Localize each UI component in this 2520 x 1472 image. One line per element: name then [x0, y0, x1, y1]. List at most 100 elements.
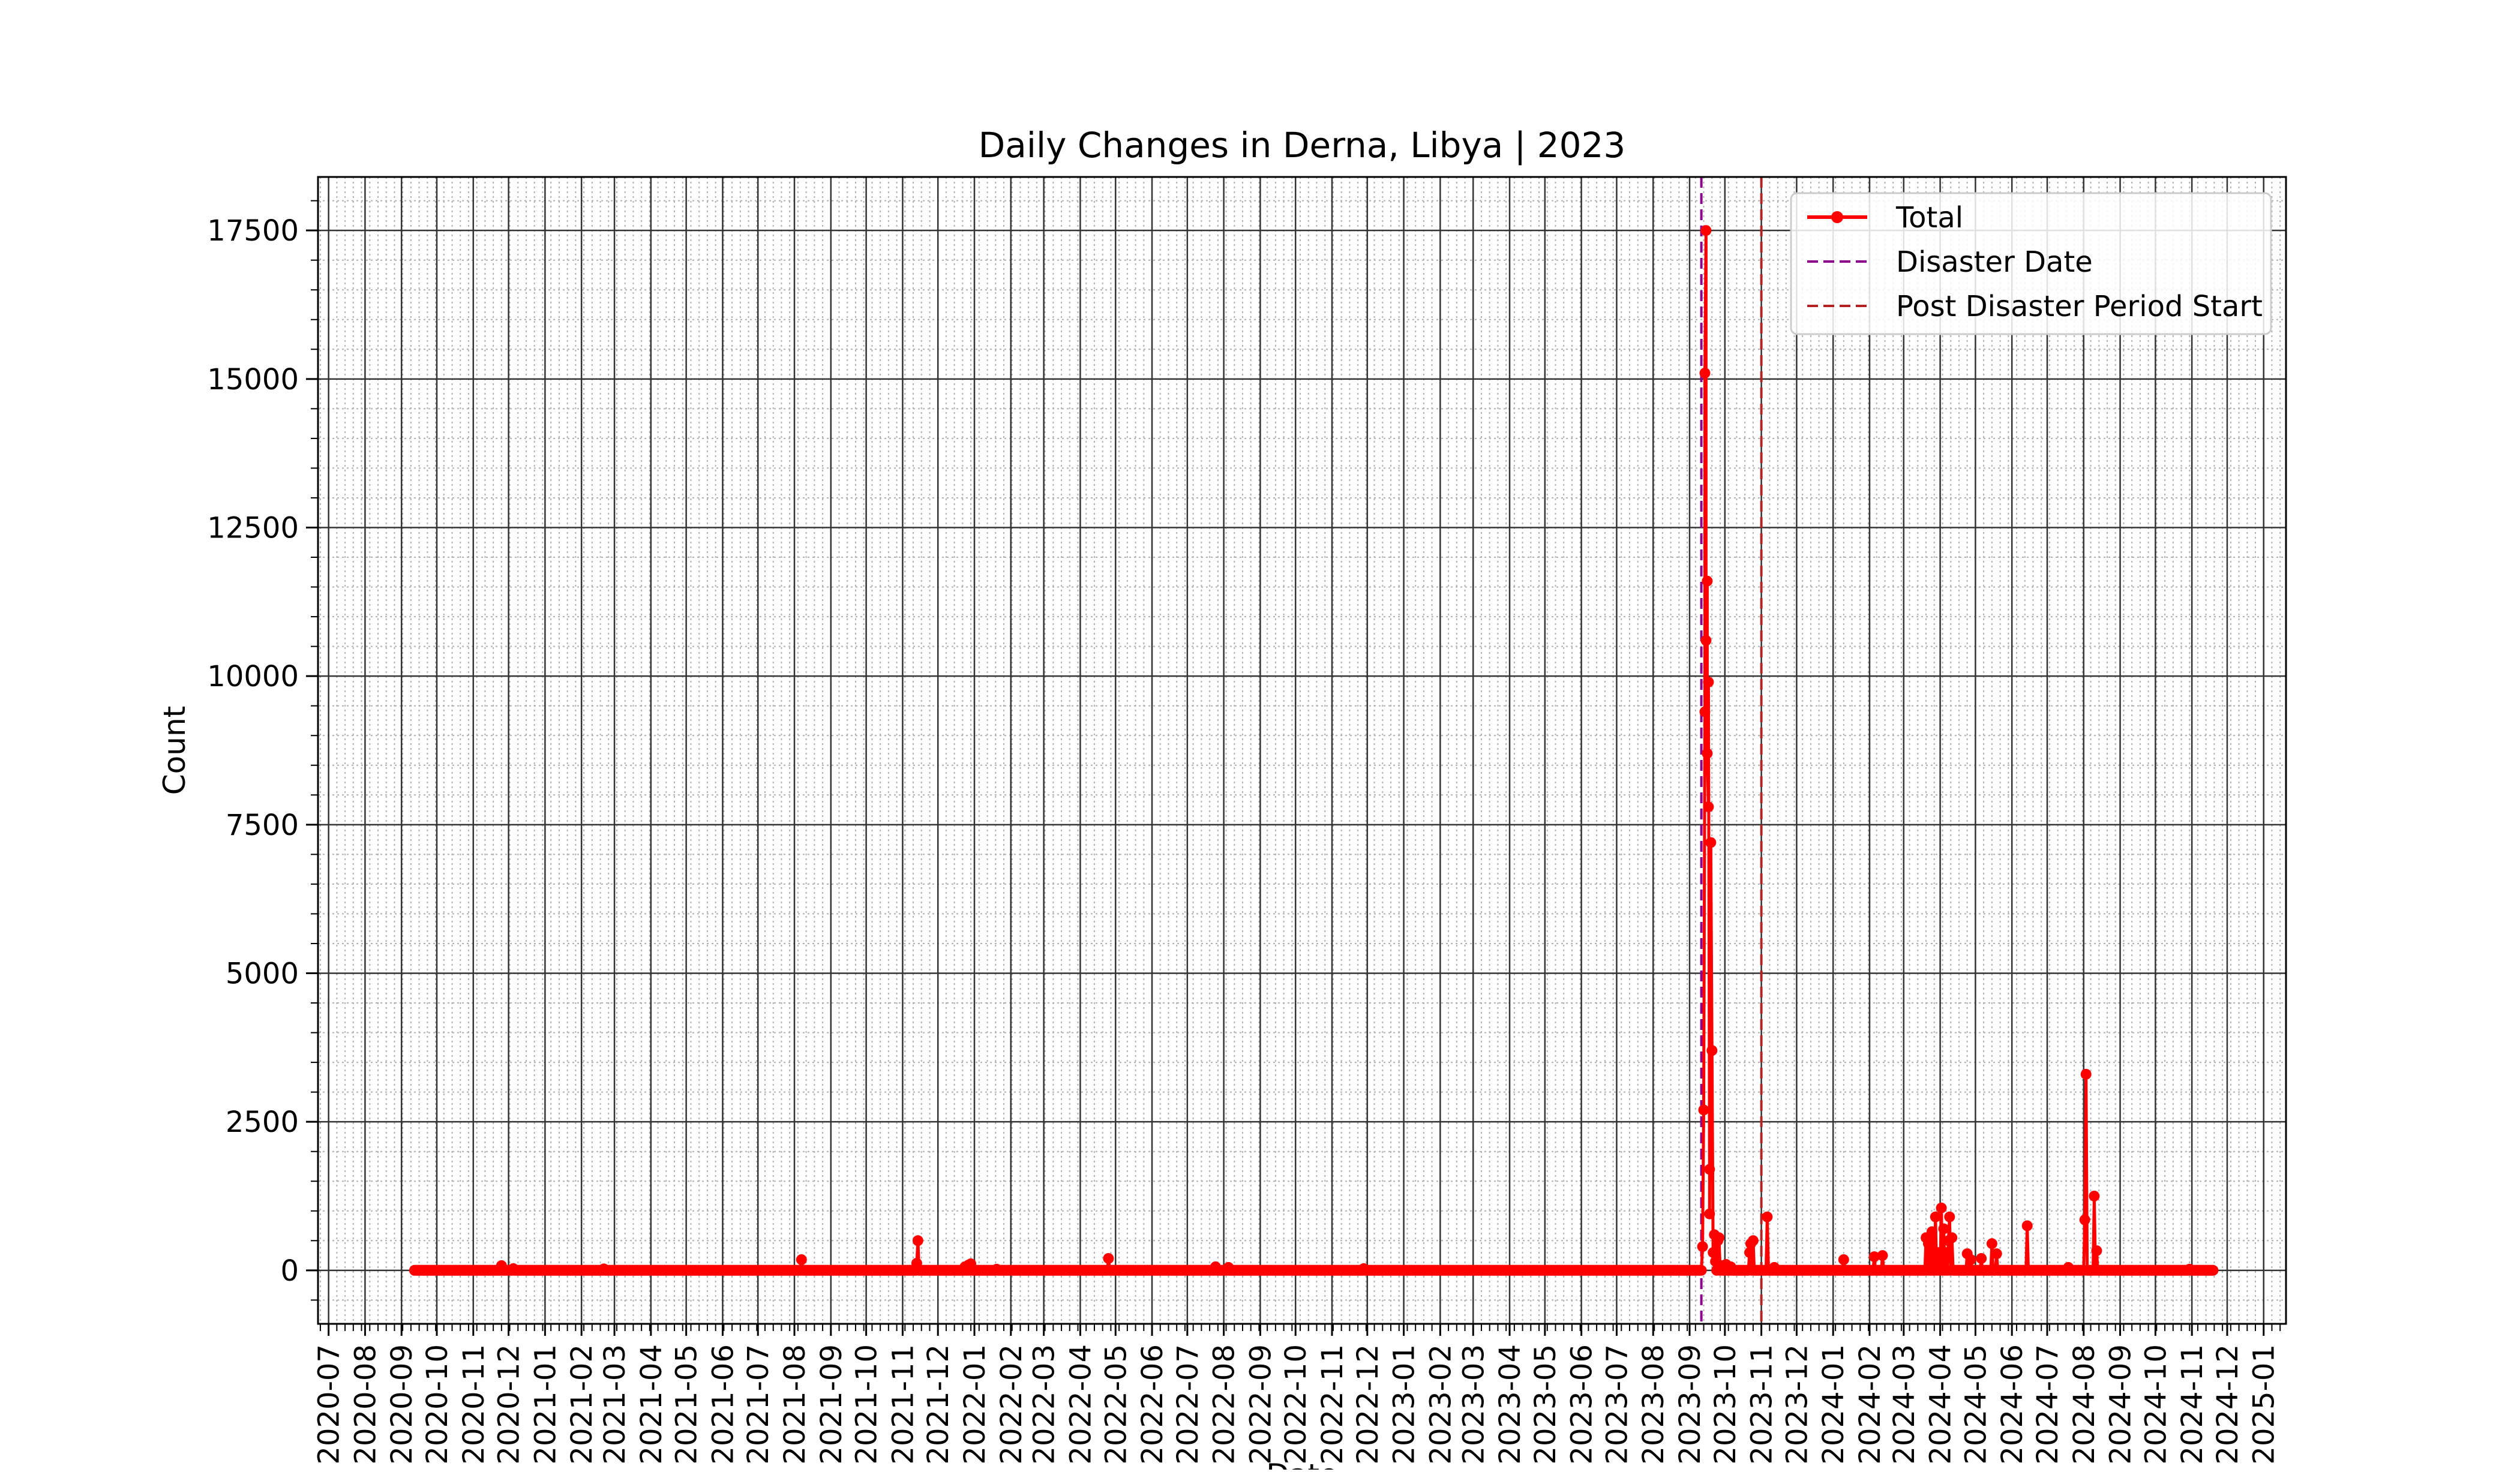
x-tick-label: 2022-03	[1028, 1344, 1061, 1465]
x-tick-label: 2024-11	[2176, 1344, 2209, 1465]
x-tick-label: 2023-05	[1529, 1344, 1562, 1465]
legend: Total Disaster Date Post Disaster Period S…	[1790, 192, 2272, 335]
data-point	[1700, 225, 1712, 236]
x-tick-label: 2023-11	[1745, 1344, 1779, 1465]
y-tick-label: 5000	[226, 957, 299, 991]
data-point	[1703, 677, 1714, 688]
x-tick-label: 2020-09	[385, 1344, 419, 1465]
data-point	[1699, 706, 1711, 717]
data-point	[1930, 1211, 1941, 1222]
legend-box	[1790, 192, 2272, 335]
data-point	[1936, 1202, 1947, 1213]
data-point	[1946, 1232, 1958, 1243]
series-layer	[409, 225, 2219, 1276]
data-point	[2079, 1214, 2090, 1225]
data-point	[1702, 748, 1713, 759]
data-point	[1706, 1045, 1718, 1056]
data-point	[1838, 1254, 1849, 1265]
x-tick-label: 2024-12	[2211, 1344, 2245, 1465]
y-axis-label: Count	[157, 706, 192, 795]
x-tick-label: 2020-08	[349, 1344, 382, 1465]
x-tick-label: 2022-02	[995, 1344, 1028, 1465]
data-point	[2207, 1264, 2219, 1276]
y-tick-label: 12500	[207, 511, 299, 545]
data-point	[1703, 801, 1714, 813]
x-tick-label: 2021-12	[922, 1344, 955, 1465]
data-point	[1708, 1247, 1719, 1258]
data-point	[1103, 1253, 1114, 1264]
data-point	[1747, 1235, 1759, 1246]
x-tick-label: 2022-10	[1279, 1344, 1313, 1465]
data-point	[2080, 1068, 2092, 1080]
x-tick-label: 2020-07	[313, 1344, 346, 1465]
data-point	[2021, 1220, 2033, 1231]
x-tick-label: 2024-05	[1959, 1344, 1993, 1465]
x-tick-label: 2022-12	[1351, 1344, 1385, 1465]
data-point	[1944, 1211, 1955, 1222]
x-tick-label: 2021-07	[742, 1344, 775, 1465]
x-tick-label: 2024-04	[1924, 1344, 1958, 1465]
x-tick-label: 2022-05	[1099, 1344, 1133, 1465]
x-axis: 2020-07 2020-08 2020-09 2020-10 2020-11 2020-…	[313, 1324, 2281, 1465]
data-point	[912, 1235, 923, 1246]
data-point	[2089, 1191, 2100, 1201]
data-point	[796, 1254, 807, 1265]
x-tick-label: 2023-08	[1637, 1344, 1670, 1465]
x-tick-label: 2022-07	[1171, 1344, 1205, 1465]
x-tick-label: 2024-06	[1996, 1344, 2029, 1465]
x-tick-label: 2021-08	[778, 1344, 812, 1465]
data-point	[1705, 837, 1717, 848]
x-tick-label: 2021-06	[706, 1344, 740, 1465]
minor-grid	[318, 177, 2286, 1324]
x-tick-label: 2023-06	[1565, 1344, 1599, 1465]
data-point	[1868, 1251, 1880, 1263]
x-tick-label: 2024-02	[1853, 1344, 1887, 1465]
x-tick-label: 2021-05	[670, 1344, 704, 1465]
data-point	[1714, 1232, 1724, 1243]
x-tick-label: 2023-01	[1388, 1344, 1421, 1465]
data-point	[1965, 1254, 1976, 1265]
x-tick-label: 2021-10	[850, 1344, 884, 1465]
x-tick-label: 2021-11	[886, 1344, 920, 1465]
data-point	[1697, 1241, 1708, 1252]
x-tick-label: 2021-04	[635, 1344, 668, 1465]
x-tick-label: 2024-09	[2104, 1344, 2138, 1465]
data-point	[2091, 1245, 2102, 1257]
x-tick-label: 2020-10	[421, 1344, 454, 1465]
data-point	[1926, 1226, 1937, 1237]
data-point	[1744, 1247, 1755, 1258]
legend-label: Total	[1895, 201, 1963, 235]
y-axis: 0 2500 5000 7500 10000 12500 15000 17500	[207, 200, 318, 1301]
data-point	[1991, 1248, 2002, 1260]
x-tick-label: 2022-01	[958, 1344, 992, 1465]
y-tick-label: 0	[280, 1254, 299, 1288]
data-point	[1704, 1208, 1715, 1219]
data-point	[1702, 575, 1713, 587]
chart-title: Daily Changes in Derna, Libya | 2023	[979, 125, 1626, 166]
legend-marker	[1831, 211, 1843, 223]
data-point	[1877, 1250, 1888, 1261]
x-tick-label: 2022-11	[1316, 1344, 1349, 1465]
x-tick-label: 2025-01	[2248, 1344, 2281, 1465]
data-point	[1938, 1223, 1949, 1234]
legend-label: Disaster Date	[1896, 245, 2093, 279]
x-tick-label: 2020-11	[457, 1344, 491, 1465]
x-tick-label: 2024-03	[1888, 1344, 1921, 1465]
x-tick-label: 2023-04	[1493, 1344, 1527, 1465]
data-point	[1976, 1253, 1987, 1264]
x-tick-label: 2024-07	[2031, 1344, 2065, 1465]
event-lines	[1700, 177, 1763, 1324]
data-point	[1932, 1247, 1943, 1258]
x-tick-label: 2021-03	[598, 1344, 632, 1465]
y-tick-label: 15000	[207, 363, 299, 396]
x-tick-label: 2024-10	[2139, 1344, 2173, 1465]
x-tick-label: 2020-12	[493, 1344, 526, 1465]
x-tick-label: 2024-01	[1817, 1344, 1850, 1465]
x-tick-label: 2023-10	[1709, 1344, 1742, 1465]
data-point	[1940, 1247, 1952, 1258]
data-point	[1923, 1238, 1934, 1249]
x-tick-label: 2022-04	[1064, 1344, 1097, 1465]
x-tick-label: 2023-07	[1600, 1344, 1634, 1465]
data-point	[1762, 1211, 1773, 1222]
